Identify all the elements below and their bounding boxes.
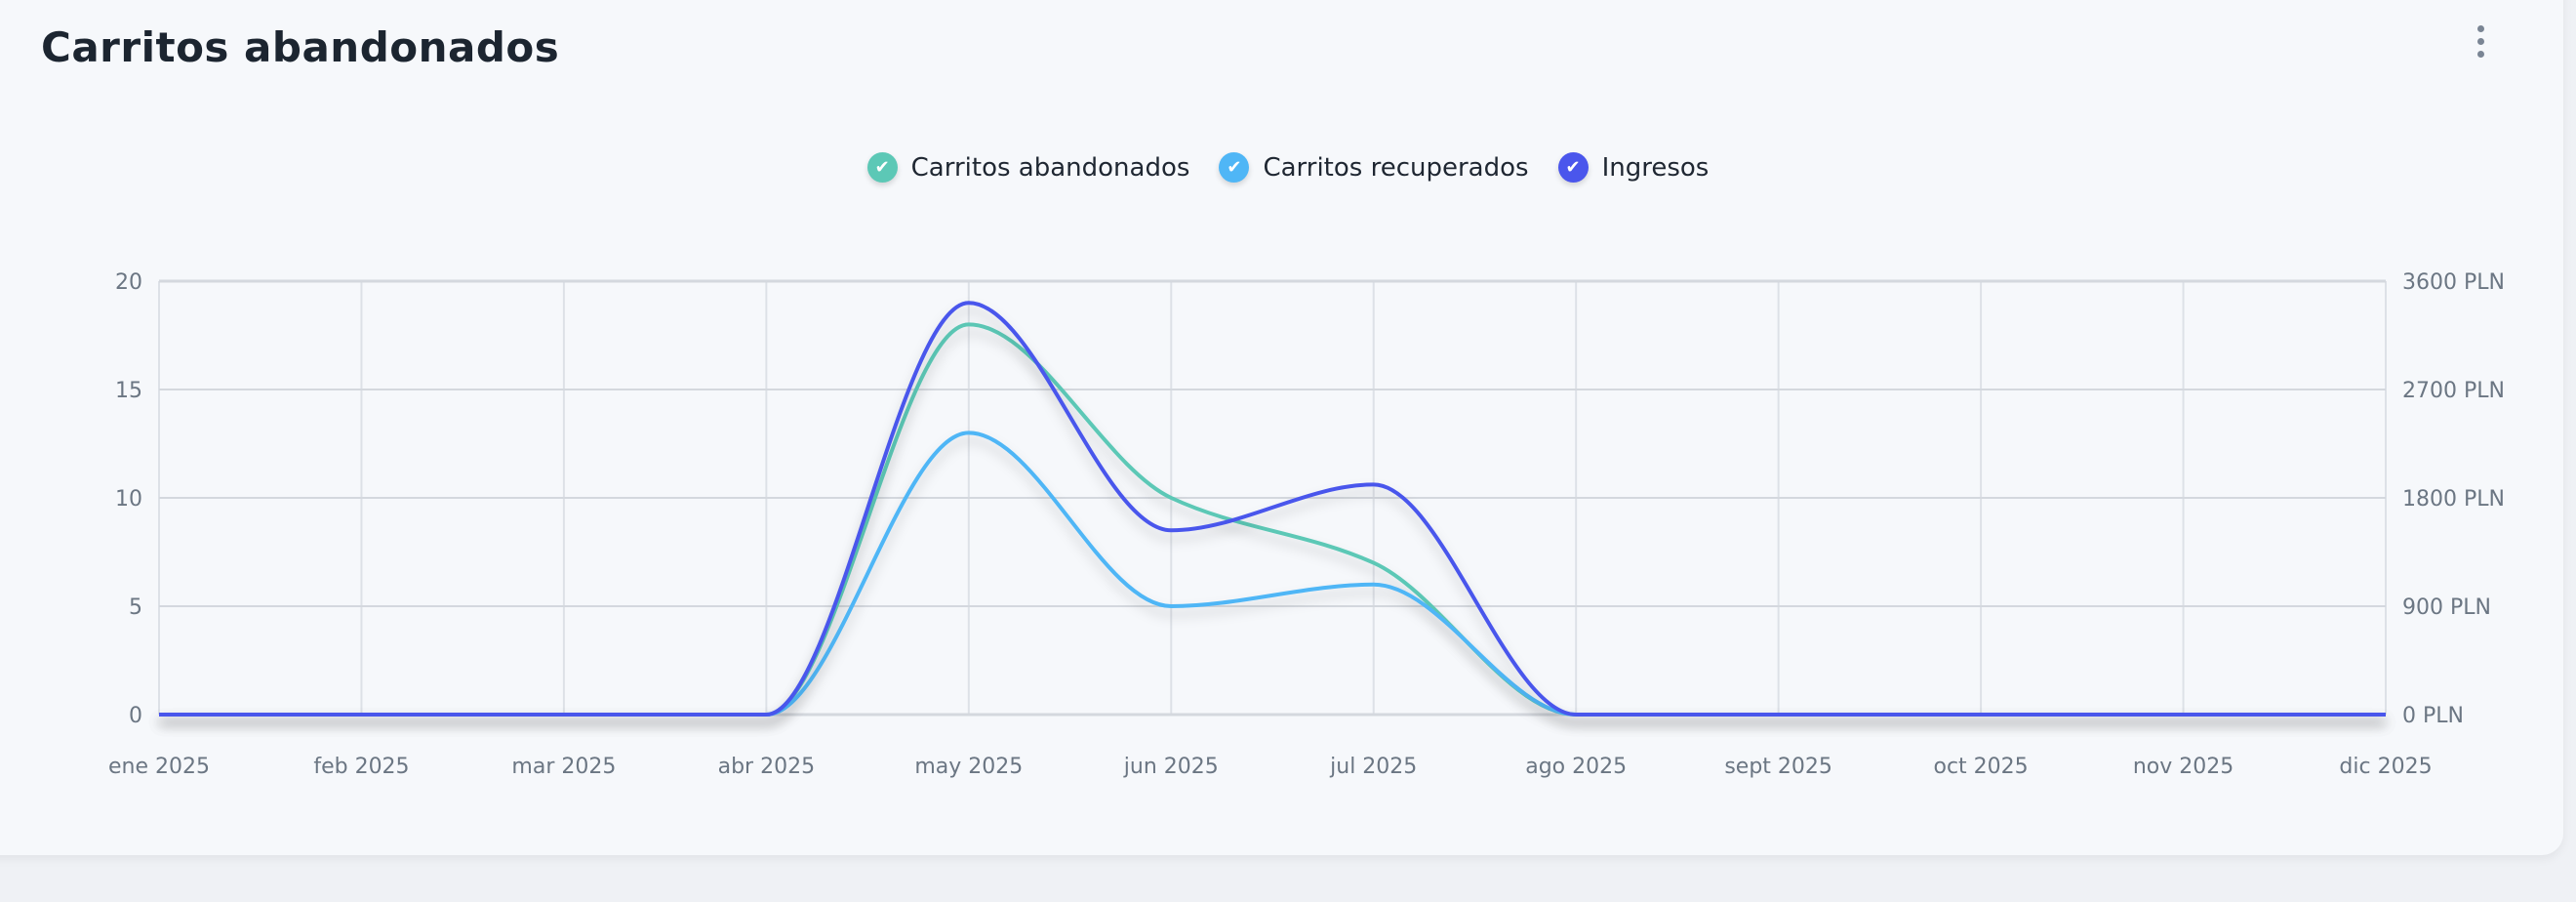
y-left-tick-label: 5 (129, 595, 142, 620)
legend-label: Ingresos (1601, 152, 1710, 183)
series-line-abandonados (159, 322, 2386, 718)
x-tick-label: nov 2025 (2133, 755, 2234, 779)
legend-item-abandonados[interactable]: ✔ Carritos abandonados (866, 152, 1190, 183)
x-tick-label: may 2025 (914, 755, 1023, 779)
y-right-tick-label: 3600 PLN (2402, 270, 2505, 295)
x-tick-label: dic 2025 (2339, 755, 2432, 779)
y-left-tick-label: 20 (115, 270, 142, 295)
vertical-dots-icon[interactable] (2469, 25, 2492, 64)
check-icon: ✔ (1557, 152, 1589, 183)
series-line-recuperados (159, 430, 2386, 718)
x-tick-label: abr 2025 (718, 755, 815, 779)
x-tick-label: feb 2025 (313, 755, 409, 779)
legend-item-ingresos[interactable]: ✔ Ingresos (1557, 152, 1710, 183)
x-tick-label: oct 2025 (1934, 755, 2029, 779)
chart-legend: ✔ Carritos abandonados ✔ Carritos recupe… (0, 152, 2576, 183)
series-line-ingresos (159, 301, 2386, 718)
legend-label: Carritos abandonados (910, 152, 1190, 183)
x-tick-label: jul 2025 (1329, 755, 1417, 779)
x-tick-label: mar 2025 (511, 755, 616, 779)
y-right-tick-label: 900 PLN (2402, 595, 2491, 620)
x-tick-label: ene 2025 (108, 755, 210, 779)
y-right-tick-label: 2700 PLN (2402, 379, 2505, 403)
card-title: Carritos abandonados (41, 23, 560, 71)
check-icon: ✔ (1219, 152, 1250, 183)
x-tick-label: jun 2025 (1123, 755, 1219, 779)
y-left-tick-label: 15 (115, 379, 142, 403)
x-tick-label: ago 2025 (1525, 755, 1627, 779)
y-left-tick-label: 10 (115, 487, 142, 512)
y-left-tick-label: 0 (129, 704, 142, 728)
legend-item-recuperados[interactable]: ✔ Carritos recuperados (1219, 152, 1529, 183)
legend-label: Carritos recuperados (1263, 152, 1529, 183)
x-tick-label: sept 2025 (1724, 755, 1832, 779)
check-icon: ✔ (866, 152, 898, 183)
y-right-tick-label: 1800 PLN (2402, 487, 2505, 512)
y-right-tick-label: 0 PLN (2402, 704, 2464, 728)
